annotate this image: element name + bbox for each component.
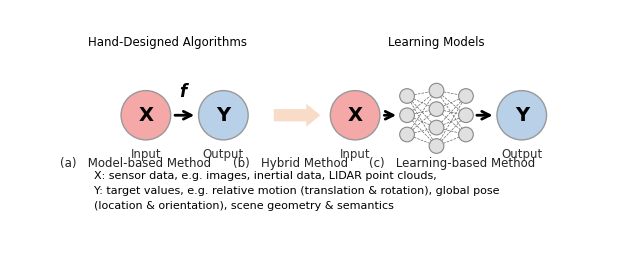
- Circle shape: [429, 139, 444, 153]
- Text: Y: Y: [515, 106, 529, 125]
- Circle shape: [400, 108, 415, 123]
- Text: X: sensor data, e.g. images, inertial data, LIDAR point clouds,: X: sensor data, e.g. images, inertial da…: [94, 171, 436, 181]
- Polygon shape: [274, 104, 320, 127]
- Text: (c)   Learning-based Method: (c) Learning-based Method: [369, 157, 535, 170]
- Text: Y: target values, e.g. relative motion (translation & rotation), global pose: Y: target values, e.g. relative motion (…: [94, 186, 499, 196]
- Text: (location & orientation), scene geometry & semantics: (location & orientation), scene geometry…: [94, 201, 394, 211]
- Text: Input: Input: [131, 147, 161, 161]
- Text: (a)   Model-based Method: (a) Model-based Method: [60, 157, 211, 170]
- Circle shape: [400, 127, 415, 142]
- Text: Hand-Designed Algorithms: Hand-Designed Algorithms: [88, 36, 247, 49]
- Circle shape: [400, 89, 415, 103]
- Text: Learning Models: Learning Models: [388, 36, 485, 49]
- Circle shape: [429, 83, 444, 98]
- Circle shape: [459, 89, 474, 103]
- Circle shape: [121, 91, 171, 140]
- Text: (b)   Hybrid Method: (b) Hybrid Method: [233, 157, 348, 170]
- Circle shape: [459, 127, 474, 142]
- Text: X: X: [348, 106, 363, 125]
- Text: Output: Output: [501, 147, 542, 161]
- Circle shape: [198, 91, 248, 140]
- Text: Input: Input: [340, 147, 371, 161]
- Text: Y: Y: [216, 106, 230, 125]
- Text: X: X: [138, 106, 154, 125]
- Text: $\bfit{f}$: $\bfit{f}$: [179, 84, 190, 101]
- Circle shape: [330, 91, 380, 140]
- Circle shape: [459, 108, 474, 123]
- Circle shape: [497, 91, 547, 140]
- Circle shape: [429, 102, 444, 116]
- Circle shape: [429, 120, 444, 135]
- Text: Output: Output: [203, 147, 244, 161]
